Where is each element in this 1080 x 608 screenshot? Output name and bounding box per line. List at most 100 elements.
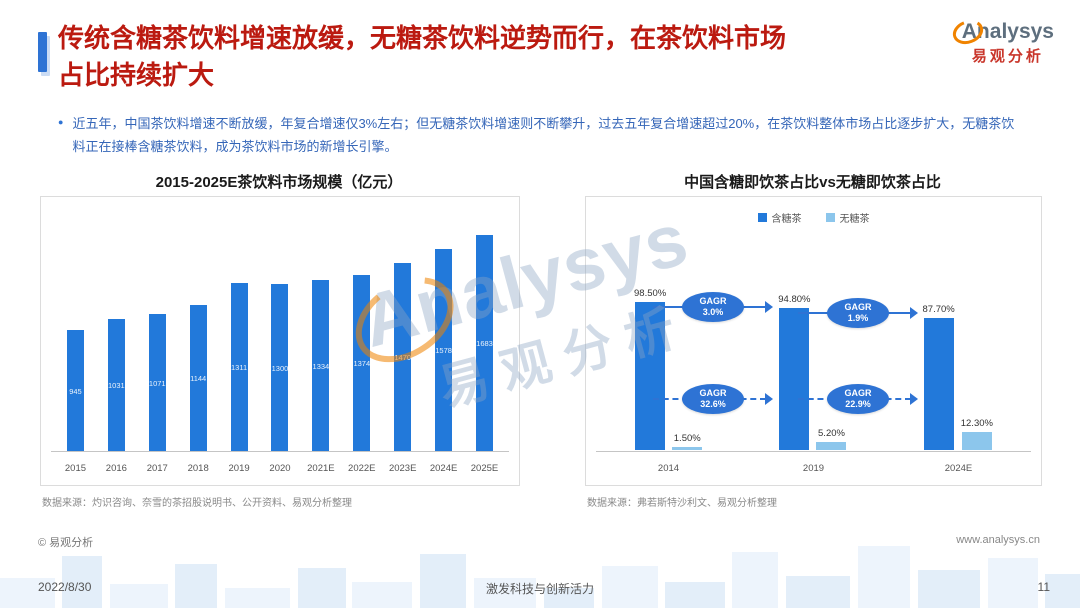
logo-swoosh-icon <box>952 19 983 45</box>
bar <box>635 302 666 450</box>
x-axis-label: 2016 <box>105 463 127 474</box>
bar: 1470 <box>394 263 412 452</box>
logo-chinese-name: 易观分析 <box>971 48 1044 65</box>
market-bars: 945 1031 1071 1144 1311 1300 1334 1374 1470 1578 1… <box>55 215 505 452</box>
bar: 1144 <box>189 305 207 452</box>
bar <box>961 432 992 450</box>
cagr-oval: GAGR 1.9% <box>827 298 889 328</box>
x-axis-label: 2020 <box>269 463 291 474</box>
bar-column: 1470 <box>382 215 423 452</box>
building-shape <box>1045 574 1080 608</box>
right-chart-title: 中国含糖即饮茶占比vs无糖即饮茶占比 <box>684 174 941 191</box>
percent-label: 94.80% <box>778 294 811 305</box>
market-xlabels: 2015 2016 2017 2018 2019 2020 2021E 2022E 2023E 2… <box>55 463 505 474</box>
cagr-arrowhead-icon <box>910 393 918 405</box>
legend-swatch <box>825 213 835 222</box>
bar-group: 98.50% 1.50% <box>634 288 703 450</box>
cagr-label: GAGR <box>699 388 727 399</box>
bar-column: 1144 <box>178 215 219 452</box>
legend-label: 含糖茶 <box>771 214 802 225</box>
bar-group: 94.80% 5.20% <box>778 294 847 450</box>
city-skyline-decoration <box>0 523 1080 608</box>
bar-column: 1.50% <box>672 433 703 450</box>
market-x-axis-line <box>51 451 509 452</box>
bar: 1334 <box>312 280 330 452</box>
bar: 945 <box>66 330 84 452</box>
x-axis-label: 2015 <box>64 463 87 474</box>
share-comparison-chart-panel: 含糖茶 无糖茶 98.50% 1.50% 94.80% 5.20% 87.70% 12.30… <box>585 196 1042 486</box>
cagr-label: GAGR <box>844 388 872 399</box>
cagr-badge-bottom-1: GAGR 32.6% <box>653 383 773 415</box>
building-shape <box>918 570 980 608</box>
bar-group: 87.70% 12.30% <box>923 304 993 450</box>
share-legend: 含糖茶 无糖茶 <box>586 210 1041 225</box>
percent-label: 12.30% <box>960 418 993 429</box>
bar-column: 1300 <box>260 215 301 452</box>
bar-value-label: 1071 <box>148 378 166 388</box>
building-shape <box>352 582 412 608</box>
building-shape <box>474 578 536 608</box>
left-chart-source: 数据来源：灼识咨询、奈雪的茶招股说明书、公开资料、易观分析整理 <box>42 498 352 509</box>
bar-column: 1578 <box>423 215 464 452</box>
logo-wordmark: Analysys <box>961 20 1054 43</box>
analysys-logo: Analysys 易观分析 <box>952 19 1054 66</box>
legend-item: 含糖茶 <box>757 210 802 225</box>
bar-column: 1334 <box>300 215 341 452</box>
x-axis-label: 2024E <box>944 463 973 474</box>
bar: 1311 <box>230 283 248 452</box>
bar: 1683 <box>476 235 494 452</box>
bar: 1578 <box>435 249 453 452</box>
building-shape <box>544 588 594 608</box>
footer-slogan: 激发科技与创新活力 <box>485 582 594 596</box>
building-shape <box>988 558 1038 608</box>
cagr-arrowhead-icon <box>765 393 773 405</box>
bar <box>816 442 847 450</box>
share-groups: 98.50% 1.50% 94.80% 5.20% 87.70% 12.30% <box>596 241 1031 450</box>
building-shape <box>0 578 55 608</box>
building-shape <box>225 588 290 608</box>
cagr-arrowhead-icon <box>765 301 773 313</box>
x-axis-label: 2014 <box>657 463 680 474</box>
share-x-axis-line <box>596 451 1031 452</box>
bar-value-label: 1374 <box>353 359 371 368</box>
bar-column: 1031 <box>96 215 137 452</box>
x-axis-label: 2024E <box>429 463 458 474</box>
x-axis-label: 2019 <box>802 463 825 474</box>
building-shape <box>420 554 466 608</box>
percent-label: 5.20% <box>818 428 845 439</box>
bar-column: 12.30% <box>961 418 993 450</box>
bar: 1031 <box>107 319 125 452</box>
cagr-arrowhead-icon <box>910 307 918 319</box>
bar: 1071 <box>148 314 166 452</box>
cagr-value: 22.9% <box>845 399 871 409</box>
bar-value-label: 1470 <box>394 353 412 362</box>
summary-bullet: ● 近五年，中国茶饮料增速不断放缓，年复合增速仅3%左右；但无糖茶饮料增速则不断… <box>58 112 1026 159</box>
bar-column: 1071 <box>137 215 178 452</box>
bar <box>779 308 810 450</box>
cagr-badge-bottom-2: GAGR 22.9% <box>798 383 918 415</box>
cagr-oval: GAGR 22.9% <box>827 384 889 414</box>
bar-column: 87.70% <box>923 304 955 450</box>
legend-item: 无糖茶 <box>825 210 870 225</box>
footer-website-link[interactable]: www.analysys.cn <box>956 534 1040 546</box>
legend-swatch <box>757 213 767 222</box>
cagr-label: GAGR <box>699 296 727 307</box>
building-shape <box>298 568 346 608</box>
bar-value-label: 1311 <box>231 363 248 372</box>
building-shape <box>110 584 168 608</box>
building-shape <box>602 566 658 608</box>
bar-column: 1374 <box>341 215 382 452</box>
building-shape <box>858 546 910 608</box>
cagr-label: GAGR <box>844 302 872 313</box>
x-axis-label: 2022E <box>348 463 376 474</box>
cagr-badge-top-1: GAGR 3.0% <box>653 291 773 323</box>
cagr-value: 32.6% <box>700 399 726 409</box>
footer-copyright: © 易观分析 <box>38 537 94 549</box>
cagr-oval: GAGR 3.0% <box>682 292 744 322</box>
building-shape <box>62 556 102 608</box>
cagr-value: 3.0% <box>702 307 724 317</box>
summary-text: 近五年，中国茶饮料增速不断放缓，年复合增速仅3%左右；但无糖茶饮料增速则不断攀升… <box>72 116 1015 155</box>
percent-label: 1.50% <box>673 433 701 444</box>
bar-value-label: 1578 <box>435 346 452 355</box>
